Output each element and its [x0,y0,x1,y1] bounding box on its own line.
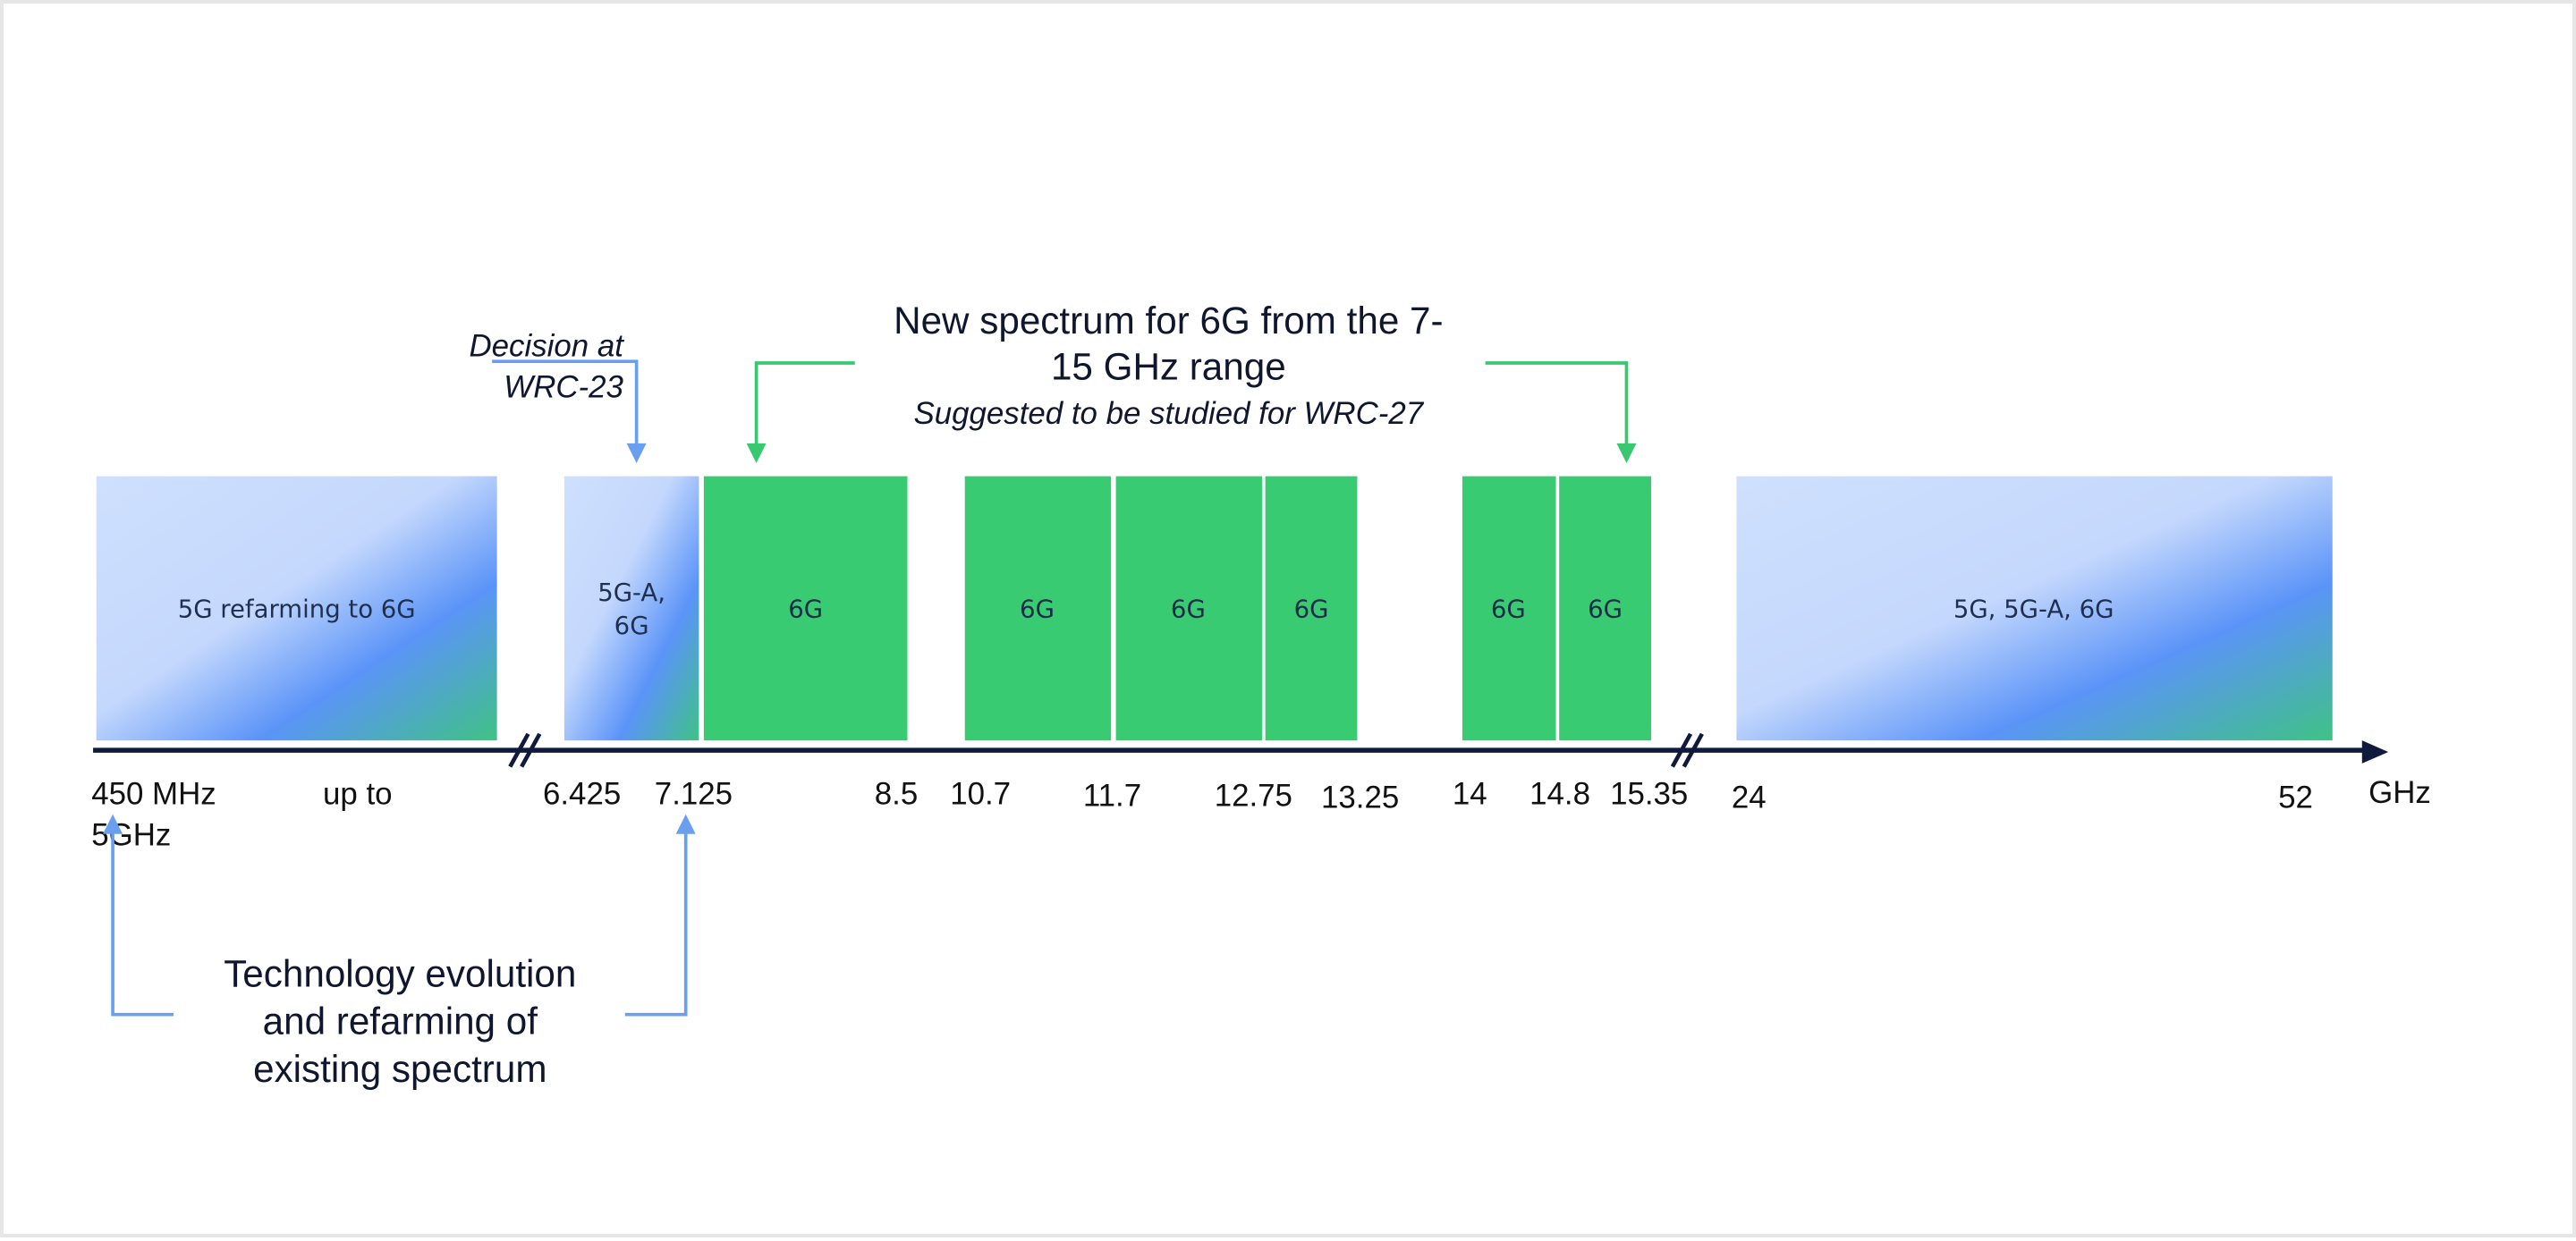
blue-bracket-left [111,831,174,1017]
block-labels: 5G refarming to 6G 5G-A, 6G 6G 6G 6G 6G … [178,578,2114,640]
tick-label: 8.5 [875,777,918,812]
blue-arrowhead-down-icon [626,443,647,463]
axis-break-mark [1670,732,1704,768]
block-5g-refarming [96,476,497,741]
tick-labels: 450 MHz 5GHz up to 6.425 7.125 8.5 10.7 … [91,775,2431,853]
green-arrowhead-right-icon [1616,443,1637,463]
block-label: 6G [1491,595,1526,623]
tick-label: 12.75 [1215,779,1292,814]
tick-label: 13.25 [1321,780,1399,815]
tick-label: 11.7 [1083,779,1141,814]
block-label: 6G [788,595,823,623]
block-label: 6G [1020,595,1055,623]
blue-arrowhead-up-right-icon [675,814,696,834]
decision-text: WRC-23 [504,370,623,405]
tick-label: 15.35 [1610,777,1688,812]
block-label: 6G [1294,595,1329,623]
evolution-text: existing spectrum [253,1048,547,1090]
axis-unit-label: GHz [2368,775,2431,810]
technology-evolution-callout: Technology evolution and refarming of ex… [103,814,696,1090]
tick-label: 7.125 [655,777,733,812]
blue-arrowhead-up-left-icon [103,814,123,834]
green-bracket-left [754,361,855,451]
tick-label: 14.8 [1530,777,1590,812]
block-label: 5G-A, [597,578,665,607]
tick-label: up to [323,777,393,812]
frequency-axis [93,732,2389,768]
tick-label: 6.425 [543,777,621,812]
block-label: 5G, 5G-A, 6G [1953,595,2114,623]
block-6g-4 [1265,476,1358,741]
block-label: 6G [614,612,649,640]
decision-text: Decision at [469,329,624,364]
axis-break-mark [508,732,542,768]
block-6g-5 [1462,476,1556,741]
axis-arrowhead [2361,740,2389,764]
block-label: 6G [1171,595,1206,623]
tick-label: 24 [1732,780,1767,815]
decision-callout: Decision at WRC-23 [469,329,647,463]
tick-label: 10.7 [950,777,1011,812]
block-label: 5G refarming to 6G [178,595,416,623]
spectrum-blocks [96,476,2333,741]
green-arrowhead-left-icon [746,443,767,463]
green-bracket-right [1485,361,1629,451]
spectrum-diagram: 5G refarming to 6G 5G-A, 6G 6G 6G 6G 6G … [91,300,2431,1090]
callout-heading: New spectrum for 6G from the 7- [894,300,1443,342]
block-5g-5g-a-6g [1736,476,2333,741]
block-6g-2 [964,476,1112,741]
new-spectrum-callout: New spectrum for 6G from the 7- 15 GHz r… [746,300,1637,463]
callout-note: Suggested to be studied for WRC-27 [913,396,1424,431]
tick-label: 52 [2278,780,2313,815]
blue-bracket-right [624,831,688,1017]
evolution-text: and refarming of [263,1000,538,1043]
block-6g-1 [703,476,908,741]
block-6g-3 [1115,476,1262,741]
tick-label: 14 [1453,777,1487,812]
tick-label: 450 MHz [91,777,216,812]
tick-label: 5GHz [91,818,171,853]
evolution-text: Technology evolution [224,952,576,994]
blue-bracket-decision [492,359,639,451]
block-5g-a-6g [564,476,699,741]
block-6g-6 [1559,476,1651,741]
callout-heading: 15 GHz range [1051,345,1286,387]
block-label: 6G [1588,595,1623,623]
